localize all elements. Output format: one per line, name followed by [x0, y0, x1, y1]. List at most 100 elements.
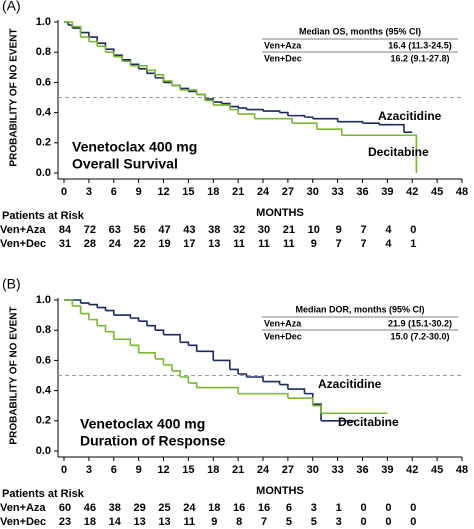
- x-tick-label: 3: [86, 464, 92, 476]
- at-risk-value: 10: [308, 224, 320, 236]
- km-step: [238, 373, 248, 378]
- at-risk-value: 22: [134, 238, 146, 250]
- x-tick-label: 30: [307, 464, 319, 476]
- x-tick-label: 9: [136, 464, 142, 476]
- km-step: [180, 376, 190, 384]
- km-step: [155, 329, 165, 335]
- km-step: [238, 113, 256, 119]
- km-step: [292, 122, 318, 130]
- km-step: [180, 89, 198, 95]
- at-risk-value: 13: [134, 516, 146, 528]
- annotation: Overall Survival: [72, 156, 178, 172]
- at-risk-value: 11: [184, 516, 196, 528]
- at-risk-value: 7: [360, 238, 366, 250]
- km-step: [113, 338, 132, 346]
- km-step: [246, 376, 264, 382]
- km-step: [229, 368, 239, 374]
- y-tick-label: 0.8: [36, 46, 51, 58]
- km-step: [72, 305, 82, 314]
- km-step: [64, 299, 74, 307]
- x-tick-label: 18: [207, 464, 219, 476]
- curve-label: Decitabine: [338, 415, 399, 429]
- km-step: [337, 120, 364, 124]
- at-risk-value: 63: [109, 224, 121, 236]
- km-step: [312, 117, 339, 122]
- km-step: [196, 93, 206, 101]
- at-risk-value: 0: [385, 502, 391, 514]
- annotation: Venetoclax 400 mg: [72, 139, 197, 155]
- x-tick-label: 6: [111, 186, 117, 198]
- at-risk-name: Ven+Aza: [0, 224, 46, 236]
- km-step: [105, 330, 115, 340]
- km-step: [88, 40, 98, 47]
- at-risk-value: 7: [360, 224, 366, 236]
- km-step: [287, 388, 306, 394]
- km-step: [180, 341, 190, 346]
- km-step: [287, 114, 306, 118]
- at-risk-value: 19: [158, 238, 170, 250]
- at-risk-value: 56: [134, 224, 146, 236]
- legend-median: 16.2 (9.1-27.8): [390, 53, 449, 63]
- km-step: [80, 302, 90, 305]
- at-risk-value: 11: [233, 238, 245, 250]
- km-step: [163, 81, 173, 86]
- legend-title: Median DOR, months (95% CI): [295, 304, 424, 314]
- at-risk-value: 46: [84, 502, 96, 514]
- km-step: [105, 51, 115, 57]
- at-risk-value: 31: [59, 238, 71, 250]
- at-risk-value: 5: [311, 516, 317, 528]
- at-risk-value: 5: [286, 516, 292, 528]
- x-tick-label: 27: [282, 464, 294, 476]
- km-step: [254, 117, 293, 124]
- x-tick-label: 3: [86, 186, 92, 198]
- legend-name: Ven+Dec: [264, 53, 302, 63]
- km-step: [163, 333, 181, 343]
- at-risk-value: 13: [158, 516, 170, 528]
- km-step: [113, 55, 123, 62]
- at-risk-value: 43: [183, 224, 195, 236]
- x-tick-label: 24: [257, 464, 270, 476]
- km-step: [312, 403, 322, 421]
- km-step: [130, 317, 140, 322]
- km-step: [113, 314, 132, 319]
- km-step: [304, 116, 314, 119]
- at-risk-value: 8: [236, 516, 242, 528]
- km-step: [263, 380, 281, 385]
- legend-median: 15.0 (7.2-30.0): [390, 331, 449, 341]
- at-risk-value: 3: [336, 516, 342, 528]
- legend-box: [258, 22, 462, 68]
- at-risk-value: 16: [233, 502, 245, 514]
- x-tick-label: 15: [182, 186, 194, 198]
- at-risk-value: 38: [109, 502, 121, 514]
- at-risk-value: 4: [385, 224, 392, 236]
- curve-label: Azacitidine: [378, 109, 442, 123]
- at-risk-value: 1: [336, 502, 342, 514]
- km-step: [163, 364, 173, 371]
- x-tick-label: 15: [182, 464, 194, 476]
- x-tick-label: 42: [406, 186, 418, 198]
- y-tick-label: 0.2: [36, 137, 51, 149]
- km-step: [362, 122, 380, 125]
- x-tick-label: 30: [307, 186, 319, 198]
- x-tick-label: 24: [257, 186, 270, 198]
- km-step: [163, 80, 173, 86]
- at-risk-value: 25: [158, 502, 170, 514]
- x-tick-label: 39: [381, 464, 393, 476]
- km-step: [263, 110, 281, 113]
- at-risk-name: Ven+Dec: [0, 238, 46, 250]
- km-step: [97, 324, 107, 332]
- legend-title: Median OS, months (95% CI): [299, 26, 421, 36]
- at-risk-value: 0: [410, 502, 416, 514]
- km-step: [130, 63, 140, 69]
- km-step: [196, 350, 215, 361]
- at-risk-title: Patients at Risk: [2, 210, 85, 222]
- at-risk-value: 11: [283, 238, 295, 250]
- at-risk-value: 38: [208, 224, 220, 236]
- at-risk-value: 9: [336, 224, 342, 236]
- at-risk-name: Ven+Aza: [0, 502, 46, 514]
- x-tick-label: 18: [207, 186, 219, 198]
- at-risk-value: 60: [59, 502, 71, 514]
- km-step: [146, 69, 157, 75]
- at-risk-value: 23: [59, 516, 71, 528]
- at-risk-value: 14: [109, 516, 122, 528]
